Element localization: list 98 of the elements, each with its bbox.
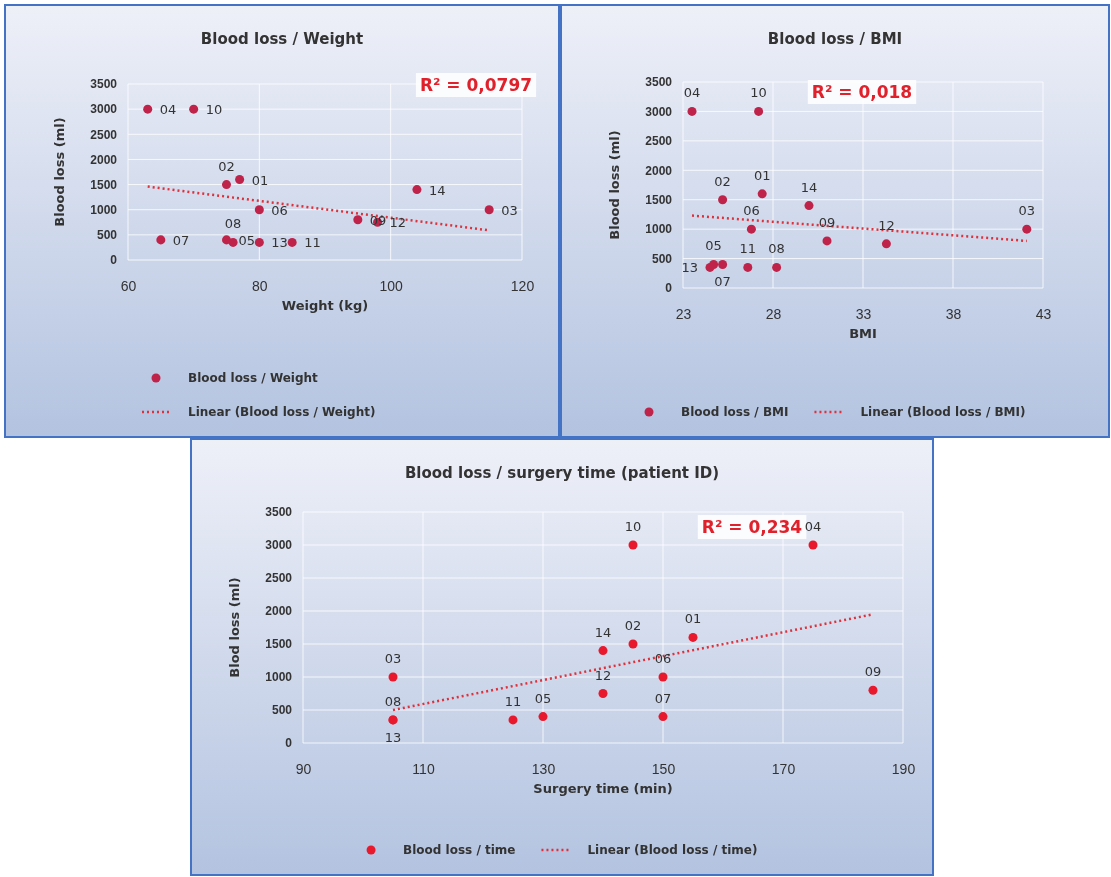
- annotation: 01: [753, 167, 771, 183]
- annotation: 10: [624, 519, 642, 534]
- x-tick-label: 80: [252, 277, 268, 294]
- chart-title: Blood loss / Weight: [200, 30, 364, 48]
- annotation: 07: [654, 690, 672, 706]
- annotation: 13: [681, 260, 698, 276]
- annotation: 05: [705, 238, 722, 254]
- annotation: 02: [218, 158, 235, 174]
- annotation: 08: [224, 216, 242, 232]
- y-tick-label: 0: [285, 736, 293, 751]
- y-tick-label: 1000: [645, 222, 673, 237]
- x-tick-label: 28: [765, 305, 782, 322]
- annotation: 04: [804, 519, 822, 534]
- chart-title: Blood loss / surgery time (patient ID): [404, 464, 720, 482]
- annotation: 03: [1018, 203, 1036, 219]
- x-tick-label: 23: [675, 305, 692, 322]
- y-axis-title: Blood loss (ml): [52, 117, 67, 227]
- y-axis-title: Blood loss (ml): [607, 130, 622, 240]
- annotation: 04: [683, 85, 701, 101]
- x-axis-title: Surgery time (min): [533, 781, 673, 796]
- annotation: 06: [743, 203, 760, 219]
- x-tick-label: 100: [379, 277, 404, 294]
- annotation: 06: [654, 651, 672, 666]
- y-tick-label: 3000: [265, 538, 293, 553]
- y-tick-label: 0: [665, 281, 673, 296]
- y-tick-label: 3000: [90, 102, 118, 117]
- annotation: 06: [271, 202, 288, 218]
- legend-label: Linear (Blood loss / time): [587, 843, 758, 857]
- y-tick-label: 2500: [265, 571, 293, 586]
- y-tick-label: 2500: [645, 134, 673, 149]
- annotation: 02: [624, 618, 642, 633]
- annotation: 05: [534, 690, 552, 706]
- x-tick-label: 110: [412, 760, 435, 777]
- y-axis-title: Blod loss (ml): [227, 577, 242, 678]
- annotation: 12: [389, 215, 407, 231]
- annotation: 03: [501, 202, 518, 218]
- x-tick-label: 150: [651, 760, 676, 777]
- x-tick-label: 38: [945, 305, 962, 322]
- y-tick-label: 3500: [265, 505, 293, 520]
- annotation: 08: [384, 693, 402, 709]
- annotation: 11: [304, 235, 321, 251]
- legend-label: Blood loss / time: [403, 843, 516, 857]
- annotation: 12: [878, 217, 895, 233]
- legend-label: Blood loss / BMI: [680, 405, 789, 419]
- annotation: 10: [205, 102, 223, 118]
- annotation: 09: [864, 664, 882, 680]
- x-tick-label: 43: [1035, 305, 1052, 322]
- legend-label: Blood loss / Weight: [188, 371, 319, 385]
- annotation: 09: [818, 214, 836, 230]
- annotation: 14: [594, 624, 612, 640]
- annotation: R² = 0,0797: [419, 75, 533, 95]
- x-axis-title: Weight (kg): [281, 298, 369, 313]
- y-tick-label: 3500: [645, 75, 673, 90]
- annotation: 01: [684, 611, 702, 627]
- annotation: 07: [714, 274, 731, 290]
- annotation: 13: [384, 729, 402, 745]
- annotation: R² = 0,234: [701, 517, 803, 537]
- annotation: 03: [384, 651, 402, 666]
- annotation: R² = 0,018: [811, 82, 913, 102]
- x-tick-label: 60: [120, 277, 137, 294]
- annotation: 11: [504, 693, 522, 709]
- annotation: 07: [172, 232, 190, 248]
- y-tick-label: 1500: [645, 193, 673, 208]
- legend-label: Linear (Blood loss / Weight): [188, 405, 376, 419]
- y-tick-label: 2000: [90, 152, 118, 167]
- x-tick-label: 120: [510, 277, 535, 294]
- y-tick-label: 0: [110, 253, 118, 268]
- y-tick-label: 500: [96, 228, 118, 243]
- y-tick-label: 3500: [90, 77, 118, 92]
- annotation: 01: [251, 172, 269, 188]
- y-tick-label: 1500: [90, 177, 118, 192]
- x-tick-label: 33: [855, 305, 872, 322]
- annotation: 02: [714, 173, 731, 189]
- annotation: 14: [428, 182, 446, 198]
- annotation: 05: [238, 232, 256, 248]
- y-tick-label: 2500: [90, 127, 118, 142]
- legend-label: Linear (Blood loss / BMI): [860, 405, 1026, 419]
- annotation: 10: [750, 85, 767, 101]
- annotation: 13: [271, 235, 288, 251]
- annotation: 11: [739, 241, 757, 257]
- y-tick-label: 1000: [265, 670, 293, 685]
- x-tick-label: 130: [531, 760, 556, 777]
- annotation: 14: [800, 179, 818, 195]
- y-tick-label: 3000: [645, 104, 673, 119]
- y-tick-label: 500: [651, 251, 673, 266]
- x-axis-title: BMI: [849, 326, 877, 341]
- y-tick-label: 2000: [645, 163, 673, 178]
- y-tick-label: 1500: [265, 637, 293, 652]
- chart-title: Blood loss / BMI: [767, 30, 903, 48]
- x-tick-label: 190: [891, 760, 916, 777]
- annotation: 08: [768, 241, 785, 257]
- x-tick-label: 90: [295, 760, 312, 777]
- y-tick-label: 500: [271, 703, 293, 718]
- annotation: 12: [594, 667, 612, 683]
- annotation: 04: [159, 102, 177, 118]
- y-tick-label: 2000: [265, 604, 293, 619]
- x-tick-label: 170: [771, 760, 796, 777]
- y-tick-label: 1000: [90, 203, 118, 218]
